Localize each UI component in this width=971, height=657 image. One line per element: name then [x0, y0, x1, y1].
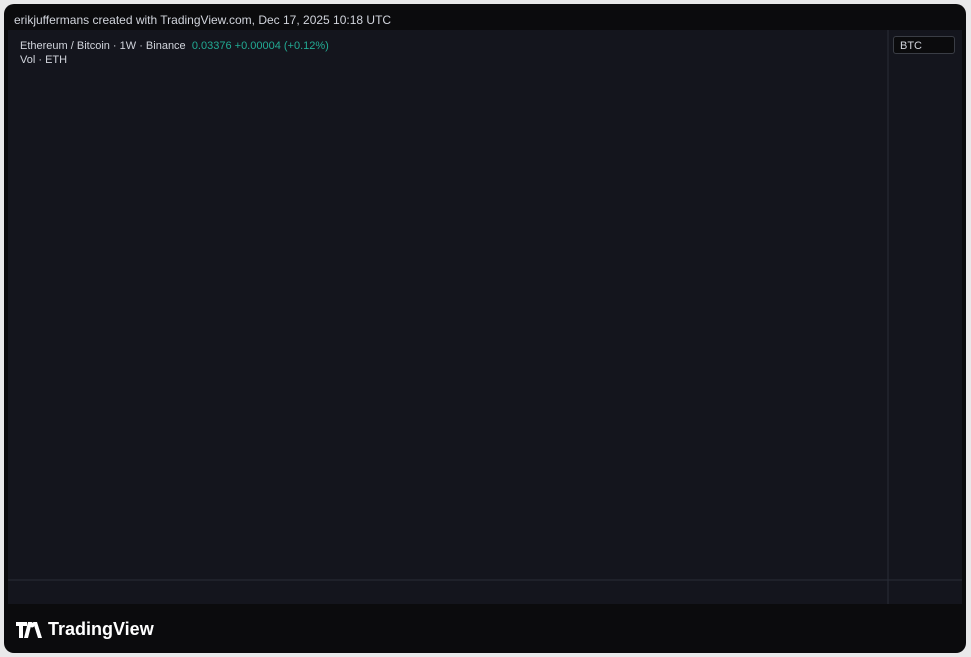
legend: Ethereum / Bitcoin · 1W · Binance 0.0337…: [20, 39, 329, 67]
brand: TradingView: [16, 619, 154, 640]
logo-shape: [16, 621, 42, 638]
logo-dot: [29, 622, 35, 627]
brand-name: TradingView: [48, 619, 154, 639]
change: +0.00004 (+0.12%): [234, 40, 329, 52]
symbol: Ethereum / Bitcoin · 1W · Binance: [20, 40, 186, 52]
plot-background: [8, 30, 962, 604]
legend-row: Ethereum / Bitcoin · 1W · Binance 0.0337…: [20, 39, 329, 53]
volume-legend: Vol · ETH: [20, 54, 68, 66]
price: 0.03376: [191, 40, 232, 52]
currency-button[interactable]: BTC: [893, 36, 955, 54]
logo: [16, 621, 42, 638]
credit: erikjuffermans created with TradingView.…: [14, 13, 392, 27]
